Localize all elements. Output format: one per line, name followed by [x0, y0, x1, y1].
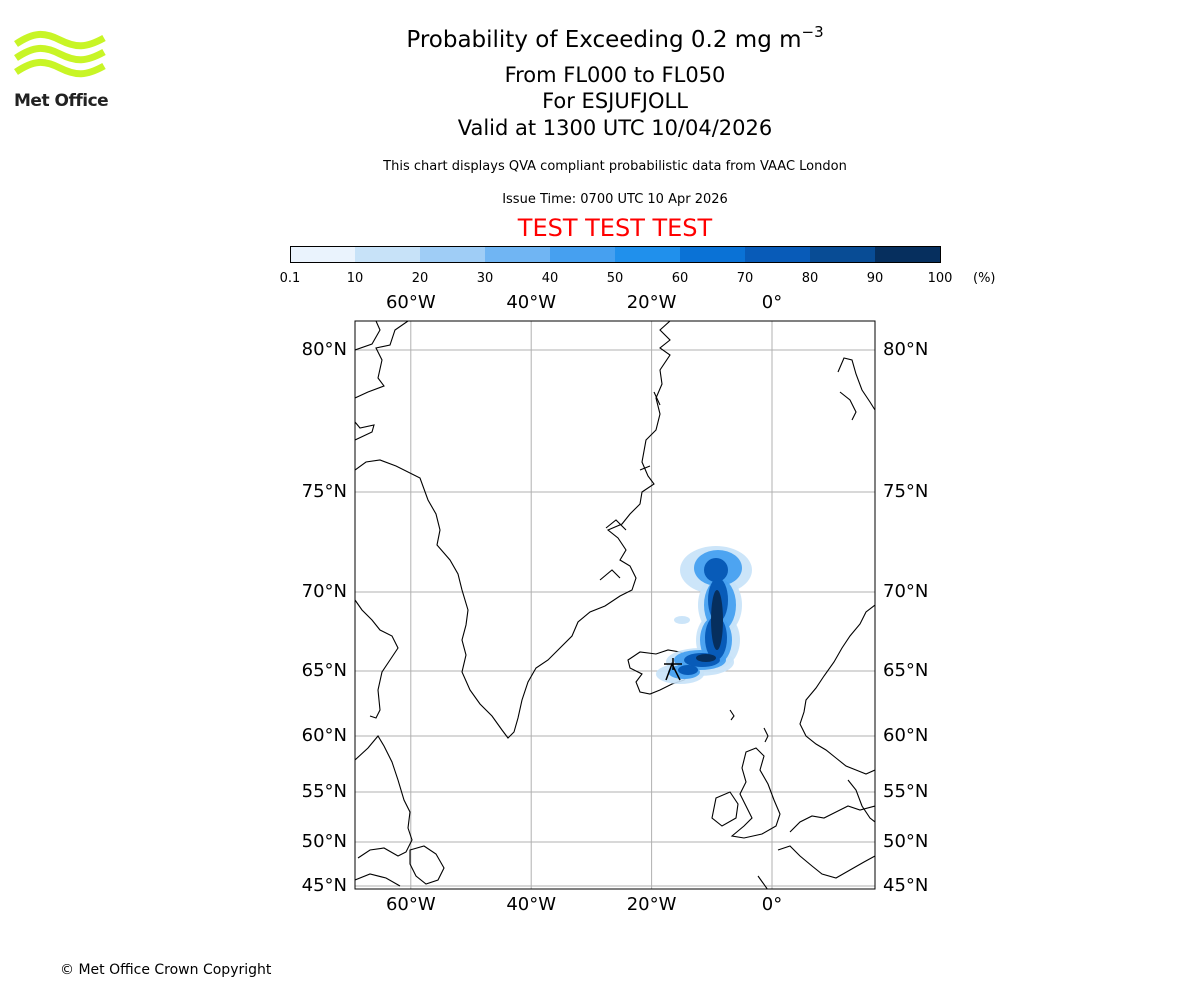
colorbar-units: (%) — [973, 271, 996, 286]
colorbar-segment — [550, 246, 616, 263]
test-banner: TEST TEST TEST — [517, 214, 713, 242]
chart-description: This chart displays QVA compliant probab… — [383, 159, 847, 174]
great-britain-coast — [730, 747, 781, 839]
faroe-islands — [729, 709, 735, 721]
colorbar-segment — [745, 246, 811, 263]
shetland-islands — [763, 727, 769, 743]
colorbar-tick-label: 40 — [541, 271, 559, 286]
colorbar-tick-label: 30 — [476, 271, 494, 286]
longitude-label-top: 40°W — [506, 292, 557, 313]
latitude-label-right: 70°N — [883, 581, 929, 602]
colorbar-tick-label: 90 — [866, 271, 884, 286]
met-office-logo-icon — [14, 31, 106, 78]
colorbar-tick-label: 70 — [736, 271, 754, 286]
sweden-coast — [847, 779, 875, 823]
colorbar-tick-label: 60 — [671, 271, 689, 286]
colorbar-tick-label: 50 — [606, 271, 624, 286]
ireland-coast — [711, 791, 739, 827]
latitude-label-left: 50°N — [301, 831, 347, 852]
longitude-label-top: 60°W — [385, 292, 436, 313]
baffin-coast — [355, 421, 375, 441]
latitude-label-left: 65°N — [301, 660, 347, 681]
chart-title: Probability of Exceeding 0.2 mg m−3 — [406, 23, 824, 53]
colorbar-tick-label: 100 — [927, 271, 953, 286]
colorbar-tick-label: 20 — [411, 271, 429, 286]
colorbar-segment — [875, 246, 941, 263]
issue-time: Issue Time: 0700 UTC 10 Apr 2026 — [502, 192, 728, 207]
colorbar-segment — [290, 246, 356, 263]
newfoundland-coast — [409, 845, 445, 885]
coastlines — [355, 321, 875, 889]
logo-wordmark: Met Office — [14, 91, 109, 111]
colorbar — [290, 246, 941, 263]
latitude-label-left: 45°N — [301, 875, 347, 896]
plume-cell — [678, 665, 698, 675]
latitude-label-right: 65°N — [883, 660, 929, 681]
plume-cell — [674, 616, 690, 624]
greenland-fjords — [599, 391, 661, 581]
colorbar-segment — [355, 246, 421, 263]
norway-coast — [799, 604, 875, 775]
longitude-label-bottom: 60°W — [385, 894, 436, 915]
longitude-label-bottom: 40°W — [506, 894, 557, 915]
colorbar-tick-label: 0.1 — [279, 271, 301, 286]
flight-level-range: From FL000 to FL050 — [504, 63, 726, 87]
ellesmere-coast — [355, 321, 381, 351]
volcano-marker — [664, 658, 682, 681]
latitude-label-right: 45°N — [883, 875, 929, 896]
longitude-label-bottom: 20°W — [626, 894, 677, 915]
latitude-label-left: 55°N — [301, 781, 347, 802]
plume-cell — [704, 558, 728, 582]
greenland-coast — [355, 321, 671, 739]
map-frame — [354, 320, 876, 890]
latitude-label-right: 50°N — [883, 831, 929, 852]
colorbar-segment — [420, 246, 486, 263]
colorbar-tick-label: 10 — [346, 271, 364, 286]
colorbar-segment — [810, 246, 876, 263]
plume-cell — [696, 654, 716, 662]
colorbar-segment — [680, 246, 746, 263]
svalbard-coast — [837, 357, 875, 421]
colorbar-tick-label: 80 — [801, 271, 819, 286]
nova-scotia-coast — [355, 873, 401, 887]
labrador-coast — [355, 735, 413, 859]
volcano-name: For ESJUFJOLL — [542, 89, 688, 113]
longitude-label-top: 20°W — [626, 292, 677, 313]
plume-cell — [711, 590, 723, 650]
latitude-label-left: 70°N — [301, 581, 347, 602]
latitude-label-left: 80°N — [301, 339, 347, 360]
latitude-label-right: 75°N — [883, 481, 929, 502]
latitude-label-right: 60°N — [883, 725, 929, 746]
colorbar-segment — [615, 246, 681, 263]
ash-plume — [656, 546, 752, 684]
europe-coast — [757, 805, 875, 889]
longitude-label-top: 0° — [761, 292, 783, 313]
baffin-south-coast — [355, 599, 399, 719]
latitude-label-right: 80°N — [883, 339, 929, 360]
copyright-notice: © Met Office Crown Copyright — [60, 962, 272, 978]
latitude-label-right: 55°N — [883, 781, 929, 802]
colorbar-segment — [485, 246, 551, 263]
latitude-label-left: 60°N — [301, 725, 347, 746]
valid-time: Valid at 1300 UTC 10/04/2026 — [457, 116, 773, 140]
longitude-label-bottom: 0° — [761, 894, 783, 915]
latitude-label-left: 75°N — [301, 481, 347, 502]
baffin-north-coast — [355, 321, 409, 399]
